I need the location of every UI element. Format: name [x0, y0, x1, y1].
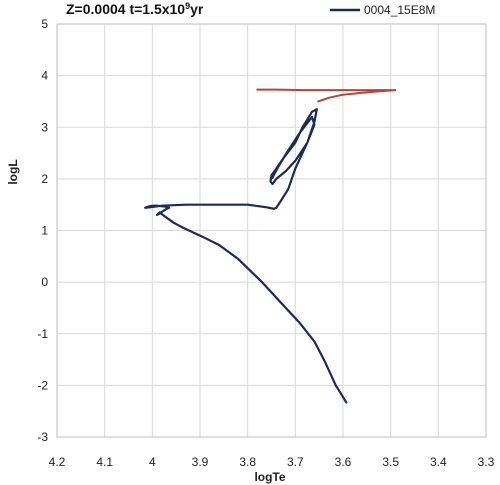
- y-tick-label: 3: [41, 120, 48, 134]
- series-layer: [144, 88, 397, 404]
- y-tick-label: -2: [37, 378, 48, 392]
- x-tick-label: 4.2: [49, 455, 66, 469]
- x-tick-label: 3.7: [287, 455, 304, 469]
- x-tick-label: 3.6: [335, 455, 352, 469]
- x-tick-label: 3.9: [192, 455, 209, 469]
- x-tick-label: 3.4: [430, 455, 447, 469]
- y-tick-labels: 5 4 3 2 1 0 -1 -2 -3: [37, 17, 48, 444]
- series-line-1: [256, 88, 397, 103]
- y-tick-label: -3: [37, 430, 48, 444]
- x-tick-label: 3.8: [239, 455, 256, 469]
- chart-title-main: Z=0.0004 t=1.5x10: [66, 1, 185, 17]
- plot-frame: [56, 23, 487, 438]
- x-tick-label: 3.3: [478, 455, 495, 469]
- y-tick-label: 4: [41, 69, 48, 83]
- y-tick-label: 0: [41, 275, 48, 289]
- series-line-0: [144, 108, 348, 404]
- y-tick-label: -1: [37, 327, 48, 341]
- y-axis-label: logL: [6, 159, 20, 184]
- x-tick-label: 4: [149, 455, 156, 469]
- chart-title-suffix: yr: [190, 1, 204, 17]
- chart-title: Z=0.0004 t=1.5x109yr: [66, 1, 204, 17]
- legend-label-series-0: 0004_15E8M: [364, 3, 435, 17]
- x-tick-labels: 4.2 4.1 4 3.9 3.8 3.7 3.6 3.5 3.4 3.3: [49, 455, 495, 469]
- y-tick-label: 5: [41, 17, 48, 31]
- y-tick-label: 2: [41, 172, 48, 186]
- x-tick-label: 4.1: [96, 455, 113, 469]
- chart-title-exponent: 9: [185, 1, 190, 11]
- x-axis-label: logTe: [254, 470, 285, 484]
- y-tick-label: 1: [41, 224, 48, 238]
- x-tick-label: 3.5: [382, 455, 399, 469]
- legend: 0004_15E8M: [330, 3, 435, 17]
